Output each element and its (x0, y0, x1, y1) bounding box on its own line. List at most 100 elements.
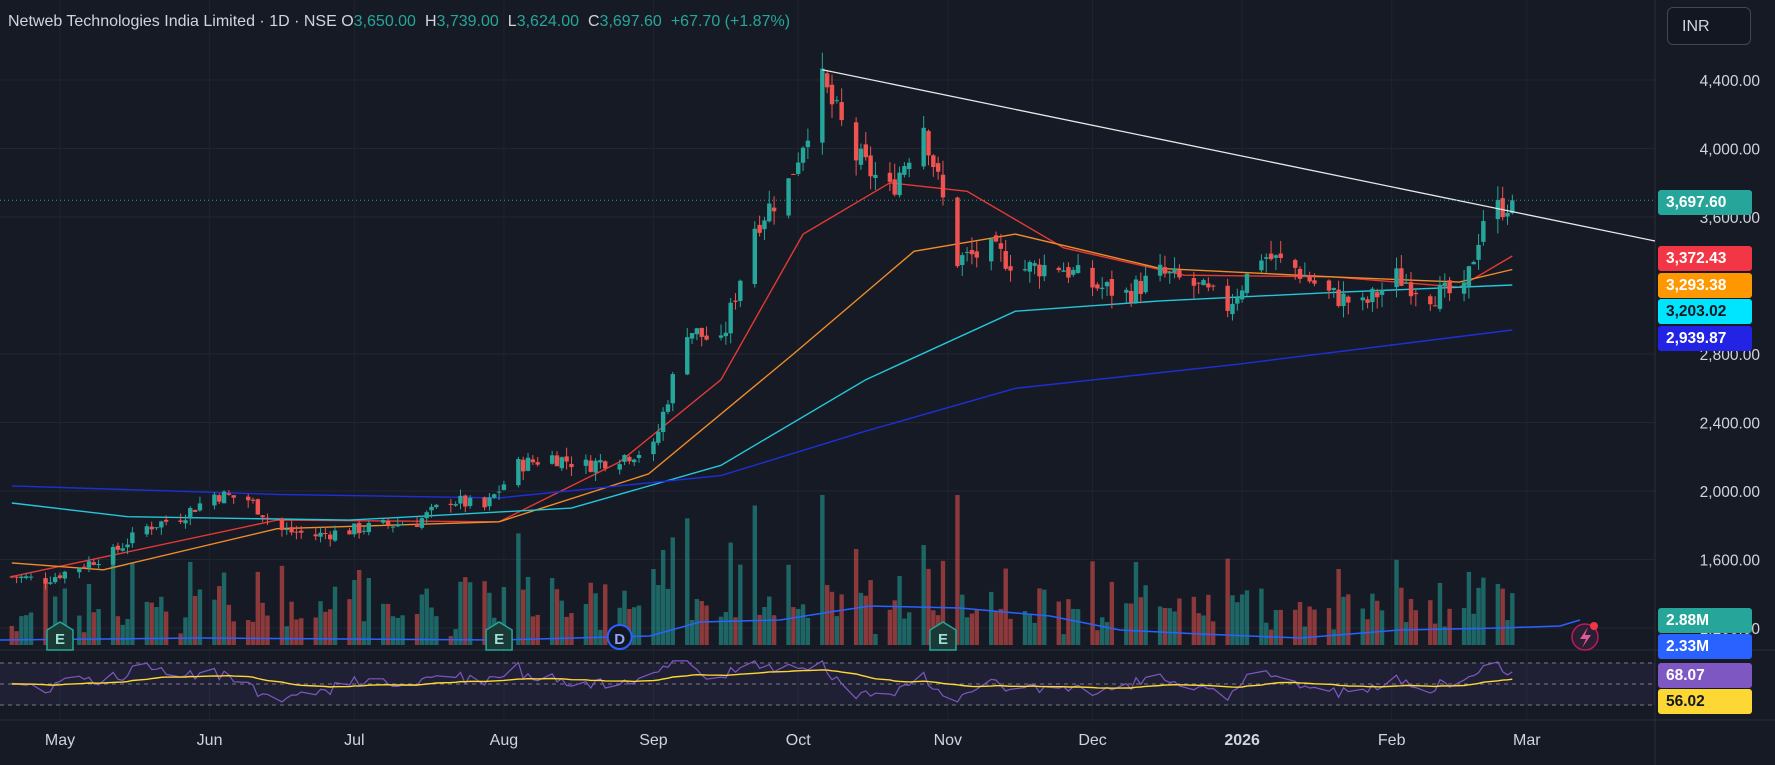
candle-body (356, 522, 362, 534)
volume-bar (549, 578, 555, 645)
candle-body (1225, 285, 1230, 311)
candle-body (1138, 280, 1143, 294)
volume-bar (284, 626, 289, 645)
volume-bar (1104, 622, 1110, 645)
volume-bar (1259, 588, 1264, 645)
volume-bar (588, 582, 593, 645)
candle-body (1466, 266, 1472, 286)
volume-bar (1133, 562, 1139, 645)
candle-body (352, 523, 357, 535)
candle-body (149, 526, 154, 530)
candlestick-series (9, 52, 1515, 590)
candle-body (887, 172, 893, 182)
rsi-ma-line (11, 669, 1513, 689)
candle-body (400, 524, 405, 526)
candle-body (1167, 271, 1172, 274)
candle-body (487, 497, 492, 507)
volume-bar (14, 631, 19, 645)
volume-bar (458, 581, 463, 645)
volume-bar (294, 619, 299, 645)
volume-bar (125, 619, 130, 645)
candle-body (245, 496, 251, 501)
time-tick-label: Feb (1378, 732, 1406, 749)
volume-bar (1003, 568, 1008, 645)
candle-body (328, 534, 333, 540)
price-axis[interactable]: 4,400.004,000.003,600.002,800.002,400.00… (1700, 73, 1761, 638)
volume-bar (115, 616, 121, 645)
candle-body (704, 335, 709, 340)
candle-body (998, 243, 1004, 249)
candle-body (221, 491, 227, 504)
volume-ma-tag: 2.33M (1658, 634, 1752, 659)
volume-bar (651, 568, 656, 645)
volume-bar (1027, 613, 1033, 645)
price-tick-label: 4,400.00 (1700, 73, 1761, 90)
volume-bar (1066, 599, 1071, 645)
volume-bar (660, 549, 666, 645)
candle-body (549, 455, 555, 464)
volume-bar (192, 595, 198, 645)
dividend-icon (606, 624, 633, 650)
candle-body (1510, 200, 1515, 214)
event-marker-label: D (614, 631, 625, 648)
rsi-ma-tag: 56.02 (1658, 689, 1752, 714)
candle-body (993, 235, 999, 242)
earnings-marker[interactable]: E (485, 621, 513, 651)
volume-bar (829, 591, 835, 645)
volume-bar (989, 591, 994, 645)
ema200-tag: 2,939.87 (1658, 326, 1752, 351)
trendline[interactable] (822, 69, 1656, 242)
candle-body (1428, 296, 1433, 305)
candle-body (448, 503, 454, 505)
time-tick-label: Nov (934, 732, 962, 749)
candle-body (525, 457, 531, 471)
volume-bar (487, 592, 492, 645)
dividend-marker[interactable]: D (606, 624, 633, 650)
earnings-marker[interactable]: E (929, 621, 957, 651)
volume-bar (289, 601, 294, 645)
volume-bar (1138, 597, 1143, 645)
open-label: O (341, 13, 354, 30)
time-tick-label: Mar (1513, 732, 1541, 749)
alert-icon[interactable] (1571, 622, 1599, 651)
candle-body (1206, 283, 1211, 288)
price-tick-label: 1,600.00 (1700, 553, 1761, 570)
candle-body (28, 576, 34, 578)
volume-bar (858, 592, 864, 645)
candle-body (1326, 280, 1332, 291)
volume-bar (1037, 588, 1042, 645)
volume-bar (689, 619, 695, 645)
candle-body (718, 335, 724, 338)
candle-body (752, 228, 757, 285)
time-tick-label: Dec (1078, 732, 1106, 749)
time-axis[interactable]: May Jun Jul Aug Sep Oct Nov Dec 2026 Feb Mar (45, 732, 1541, 749)
volume-bar (381, 603, 386, 645)
candle-body (622, 455, 627, 462)
volume-bar (1022, 611, 1028, 645)
volume-bar (521, 589, 526, 645)
currency-button[interactable]: INR (1667, 7, 1751, 45)
candle-body (1442, 282, 1447, 286)
candle-body (1210, 285, 1216, 287)
candle-body (390, 526, 396, 528)
volume-bar (1302, 626, 1308, 645)
moving-average-lines (11, 182, 1513, 578)
volume-bar (530, 616, 536, 645)
candle-body (1312, 280, 1317, 284)
candle-body (57, 575, 63, 578)
candle-body (853, 122, 859, 161)
candle-body (347, 530, 352, 535)
rsi-pane (0, 660, 1655, 706)
volume-bar (805, 617, 811, 645)
volume-bar (91, 612, 96, 645)
volume-bar (1500, 588, 1505, 645)
volume-bar (390, 616, 396, 645)
volume-bar (1167, 608, 1172, 645)
volume-bar (352, 580, 357, 645)
candle-body (1278, 253, 1283, 258)
volume-bar (24, 615, 29, 645)
earnings-marker[interactable]: E (46, 621, 74, 651)
candle-body (535, 462, 540, 465)
volume-bar (1172, 611, 1177, 645)
